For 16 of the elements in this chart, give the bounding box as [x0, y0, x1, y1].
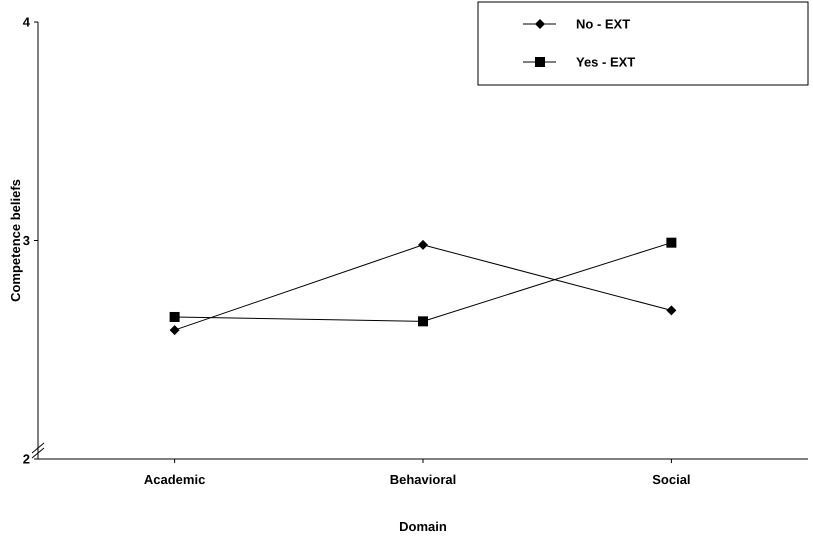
x-tick-label: Behavioral — [390, 472, 456, 487]
x-tick-label: Social — [652, 472, 691, 487]
point — [170, 312, 180, 322]
point — [418, 240, 428, 250]
y-tick-label: 2 — [22, 452, 30, 467]
y-axis-title: Competence beliefs — [8, 179, 23, 302]
x-axis-title: Domain — [399, 519, 447, 534]
y-tick-label: 3 — [22, 233, 30, 248]
x-tick-label: Academic — [144, 472, 206, 487]
point — [418, 316, 428, 326]
y-tick-label: 4 — [22, 14, 31, 30]
point — [666, 238, 676, 248]
legend-label: Yes - EXT — [576, 54, 636, 70]
legend-label: No - EXT — [576, 16, 630, 32]
point — [666, 305, 676, 316]
point — [170, 325, 180, 336]
